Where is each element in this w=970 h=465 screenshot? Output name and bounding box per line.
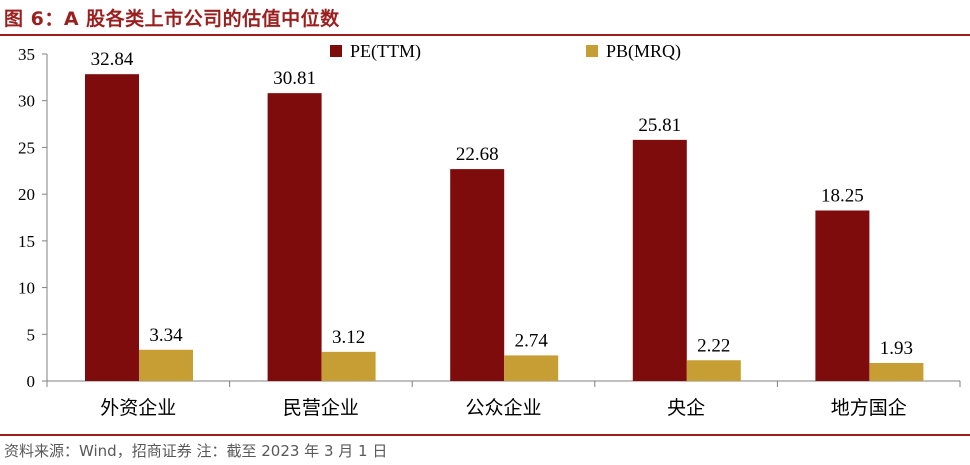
y-tick-label: 15 — [18, 232, 35, 251]
data-label: 30.81 — [273, 68, 316, 89]
source-rule — [0, 434, 970, 436]
data-label: 1.93 — [880, 338, 913, 359]
x-category-label: 地方国企 — [831, 397, 907, 419]
bar-pe — [450, 169, 505, 381]
y-tick-label: 0 — [27, 372, 36, 391]
x-category-label: 央企 — [667, 397, 705, 419]
x-category-label: 外资企业 — [100, 397, 176, 419]
y-tick-label: 30 — [18, 92, 35, 111]
y-tick-label: 25 — [18, 138, 35, 157]
legend-label: PE(TTM) — [350, 41, 421, 62]
legend-label: PB(MRQ) — [606, 41, 681, 62]
data-label: 3.34 — [149, 325, 183, 346]
bar-pe — [632, 139, 687, 381]
data-label: 22.68 — [456, 144, 499, 165]
x-category-label: 公众企业 — [465, 397, 541, 419]
data-label: 2.74 — [515, 330, 549, 351]
bar-pe — [85, 74, 139, 381]
figure-title: 图 6：A 股各类上市公司的估值中位数 — [4, 8, 340, 30]
y-tick-label: 10 — [18, 279, 35, 298]
title-rule — [0, 34, 970, 36]
bar-pb — [686, 360, 741, 381]
y-tick-label: 5 — [27, 325, 36, 344]
y-tick-label: 35 — [18, 45, 35, 64]
bar-pb — [504, 355, 559, 381]
bar-pe — [815, 210, 870, 381]
source-note: 资料来源：Wind，招商证券 注：截至 2023 年 3 月 1 日 — [4, 442, 388, 460]
x-category-label: 民营企业 — [283, 397, 359, 419]
bar-pb — [869, 362, 924, 381]
legend-swatch — [586, 45, 598, 57]
data-label: 25.81 — [638, 115, 681, 136]
data-label: 32.84 — [91, 49, 134, 70]
legend-swatch — [330, 45, 342, 57]
data-label: 2.22 — [697, 335, 730, 356]
chart-area: 0 5 10 15 20 25 30 35 32.84 3.34 外资企业 30.81 3.12 民营企业… — [0, 36, 970, 434]
data-label: 3.12 — [332, 327, 365, 348]
bar-pe — [267, 93, 322, 381]
bar-pb — [321, 351, 376, 381]
y-tick-label: 20 — [18, 185, 35, 204]
bar-pb — [139, 349, 193, 381]
data-label: 18.25 — [821, 185, 864, 206]
bar-chart: 0 5 10 15 20 25 30 35 32.84 3.34 外资企业 30.81 3.12 民营企业… — [18, 41, 961, 419]
